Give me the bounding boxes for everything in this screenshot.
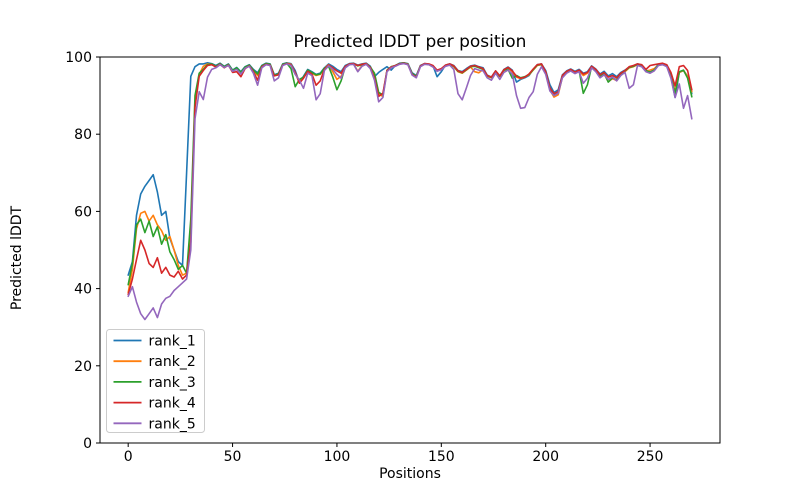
y-tick-label: 60	[74, 204, 92, 220]
legend-label-rank_1: rank_1	[149, 334, 196, 350]
legend-box	[106, 329, 205, 433]
x-axis-label: Positions	[379, 466, 441, 482]
series-line-rank_1	[127, 61, 693, 276]
legend-label-rank_5: rank_5	[149, 416, 196, 432]
y-tick-label: 40	[74, 282, 92, 298]
x-tick-label: 100	[324, 449, 351, 465]
axes-frame	[99, 56, 721, 444]
series-line-rank_5	[127, 62, 693, 321]
legend-label-rank_3: rank_3	[149, 375, 196, 391]
x-tick-label: 200	[532, 449, 559, 465]
x-tick-label: 150	[428, 449, 455, 465]
x-tick-label: 0	[124, 449, 133, 465]
x-tick-label: 250	[637, 449, 664, 465]
series-line-rank_3	[127, 61, 693, 286]
series-line-rank_2	[127, 62, 693, 294]
series-line-rank_4	[127, 62, 693, 296]
y-tick-label: 20	[74, 359, 92, 375]
legend-label-rank_4: rank_4	[149, 396, 196, 412]
legend-label-rank_2: rank_2	[149, 354, 196, 370]
y-tick-label: 100	[65, 50, 92, 66]
chart-title: Predicted lDDT per position	[293, 32, 527, 52]
y-tick-label: 0	[83, 436, 92, 452]
y-tick-label: 80	[74, 127, 92, 143]
x-tick-label: 50	[224, 449, 242, 465]
